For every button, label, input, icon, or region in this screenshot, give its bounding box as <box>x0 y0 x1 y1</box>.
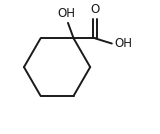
Text: OH: OH <box>58 7 76 20</box>
Text: OH: OH <box>114 37 132 50</box>
Text: O: O <box>91 3 100 16</box>
